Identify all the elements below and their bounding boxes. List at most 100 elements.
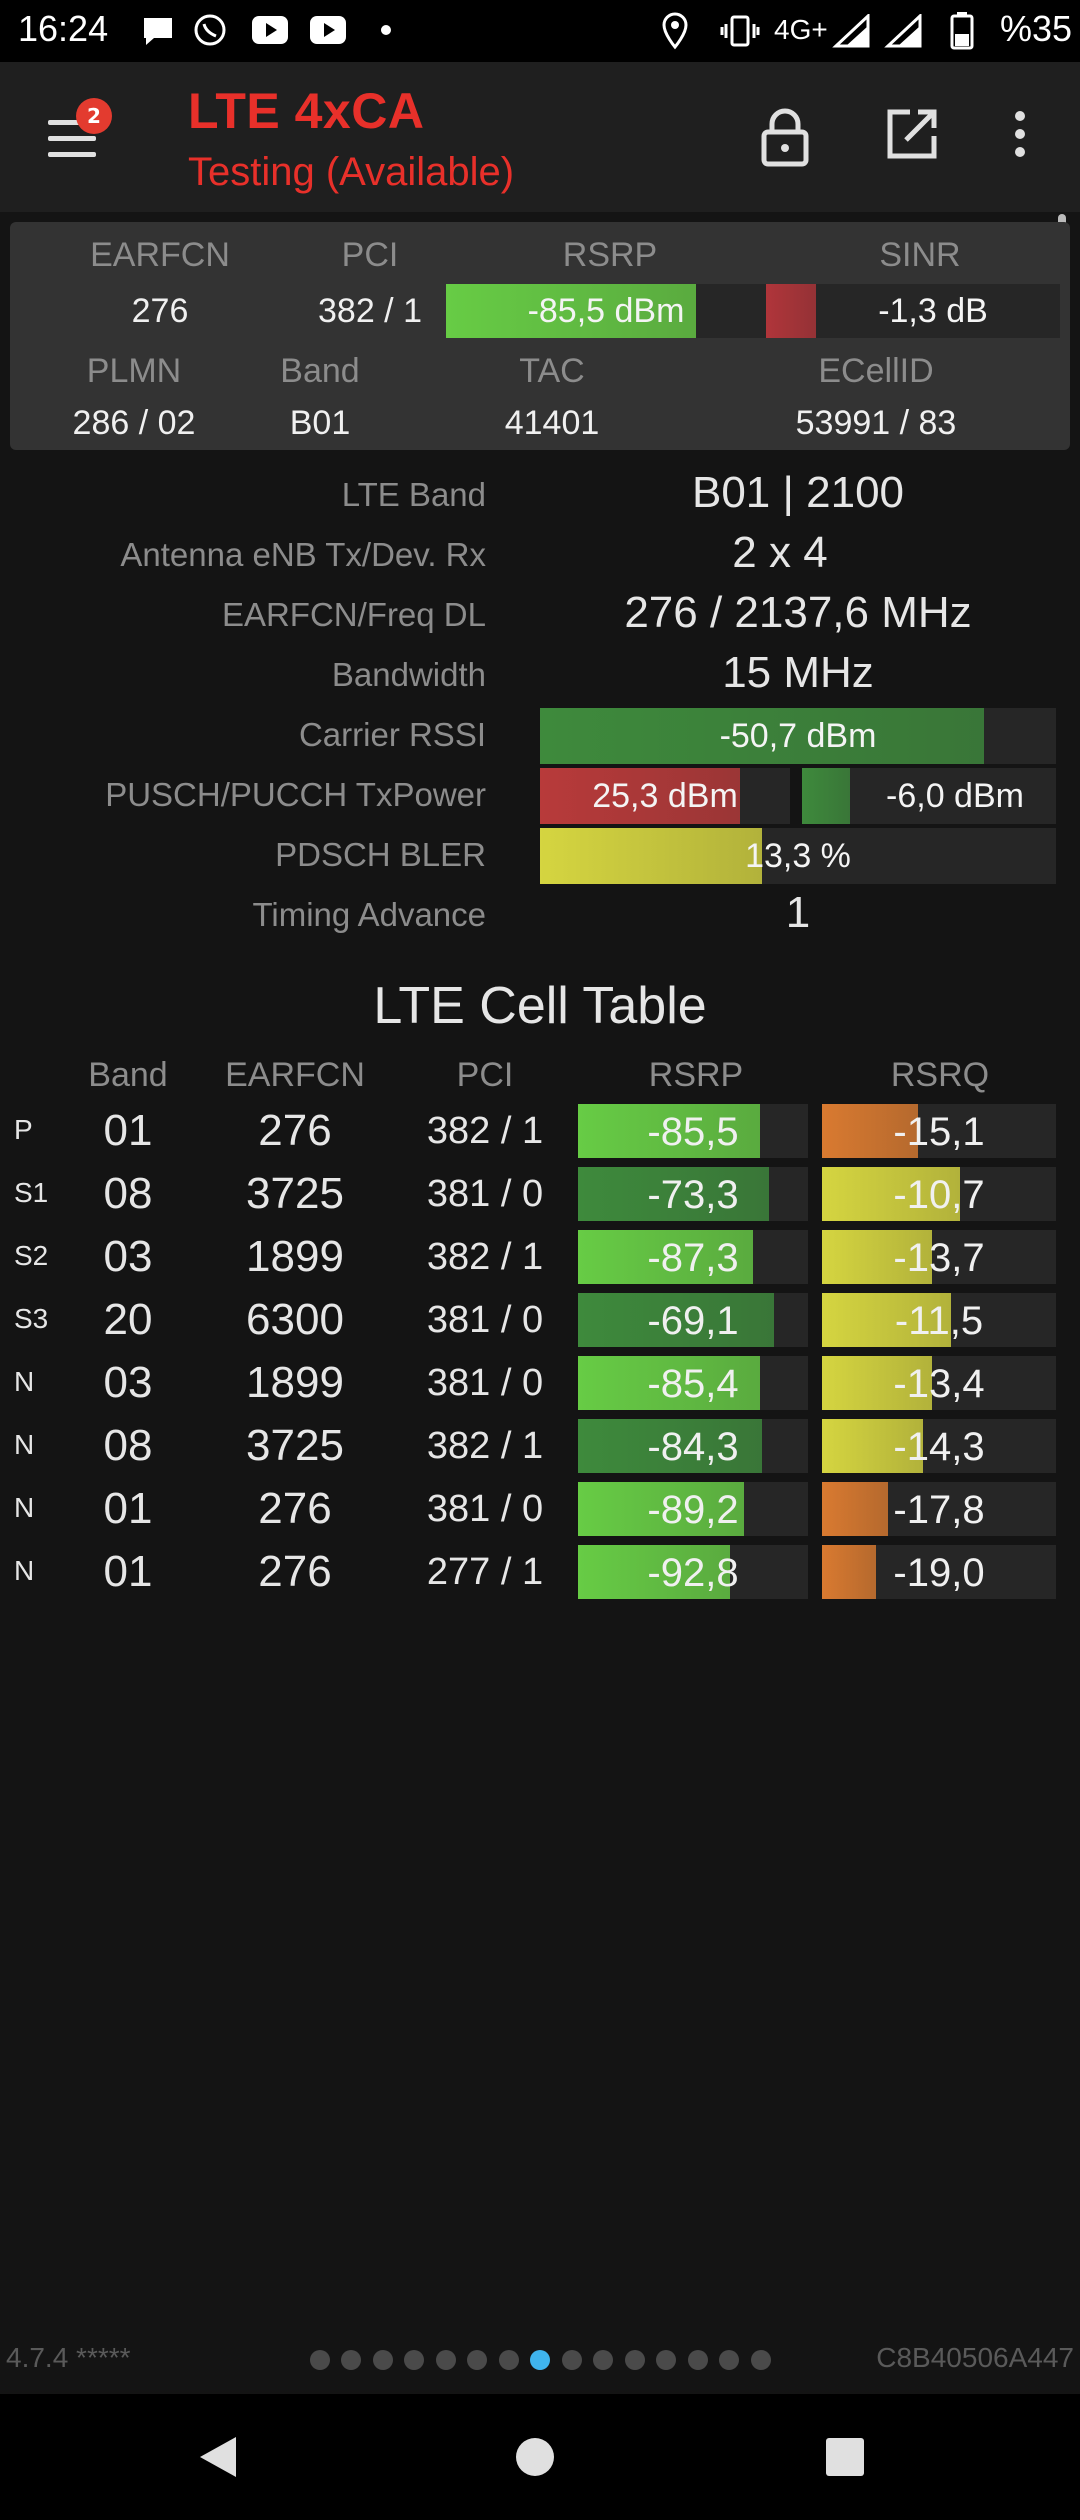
cell-band: 01	[103, 1106, 153, 1155]
cell-rsrq-fill	[822, 1482, 888, 1536]
cell-type-tag: S3	[14, 1303, 49, 1334]
recents-icon[interactable]	[824, 2436, 866, 2478]
navigation-bar	[0, 2394, 1080, 2520]
cell-rsrp-bar: -92,8	[578, 1545, 808, 1599]
earfcn-value: 276	[131, 292, 189, 330]
cell-rsrp-bar: -85,4	[578, 1356, 808, 1410]
page-dot[interactable]	[372, 2350, 393, 2370]
version-text: 4.7.4 *****	[6, 2342, 131, 2373]
more-vert-icon[interactable]	[1008, 106, 1032, 162]
pucch-bar-text: -6,0 dBm	[886, 777, 1024, 815]
status-time: 16:24	[18, 8, 109, 49]
header-pci: PCI	[341, 236, 399, 274]
cell-band: 03	[103, 1358, 153, 1407]
youtube-icon	[310, 16, 346, 44]
page-dot[interactable]	[656, 2350, 676, 2370]
cell-earfcn: 276	[258, 1547, 332, 1596]
page-dot[interactable]	[624, 2350, 645, 2370]
home-icon[interactable]	[514, 2436, 556, 2478]
bler-label: PDSCH BLER	[275, 836, 486, 873]
cell-rsrp-fill	[578, 1104, 760, 1158]
cell-rsrp-fill	[578, 1419, 762, 1473]
cell-earfcn: 1899	[246, 1232, 344, 1281]
cell-band: 03	[103, 1232, 153, 1281]
pusch-bar-text: 25,3 dBm	[592, 777, 738, 815]
page-dot[interactable]	[593, 2350, 613, 2370]
bandwidth-label: Bandwidth	[331, 656, 486, 693]
header-sinr: SINR	[879, 236, 961, 274]
page-dot[interactable]	[404, 2350, 424, 2370]
sinr-bar: -1,3 dB	[766, 284, 1060, 338]
cell-pci: 381 / 0	[426, 1173, 544, 1215]
page-dot[interactable]	[467, 2350, 487, 2370]
page-dot[interactable]	[687, 2350, 708, 2370]
cell-pci: 381 / 0	[426, 1299, 544, 1341]
location-icon	[662, 12, 688, 50]
cell-rsrq-fill	[822, 1545, 876, 1599]
rssi-label: Carrier RSSI	[298, 716, 486, 753]
page-dot[interactable]	[309, 2350, 330, 2370]
timing-advance-label: Timing Advance	[252, 896, 486, 933]
notification-badge: 2	[76, 98, 112, 134]
col-header-rsrq: RSRQ	[890, 1056, 990, 1094]
cell-rsrp-value: -69,1	[647, 1299, 739, 1343]
sinr-bar-text: -1,3 dB	[878, 292, 988, 330]
page-dot[interactable]	[561, 2350, 582, 2370]
app-bar: 2 LTE 4xCA Testing (Available)	[0, 62, 1080, 212]
cell-rsrp-value: -85,4	[647, 1362, 739, 1406]
cell-rsrq-bar: -17,8	[822, 1482, 1056, 1536]
sinr-bar-fill	[766, 284, 816, 338]
cell-band: 08	[103, 1421, 153, 1470]
page-dot[interactable]	[341, 2350, 361, 2370]
pci-value: 382 / 1	[318, 292, 422, 330]
cell-rsrq-bar: -13,4	[822, 1356, 1056, 1410]
cell-rsrp-fill	[578, 1293, 774, 1347]
open-external-icon[interactable]	[884, 106, 940, 162]
lte-band-label: LTE Band	[341, 476, 486, 513]
cell-band: 20	[103, 1295, 153, 1344]
table-row: N 01 276 277 / 1 -92,8 -19,0	[0, 1541, 1080, 1601]
lock-icon[interactable]	[758, 104, 812, 168]
page-dot[interactable]	[719, 2350, 739, 2370]
page-dot[interactable]	[530, 2350, 550, 2370]
table-row: S2 03 1899 382 / 1 -87,3 -13,7	[0, 1226, 1080, 1286]
rssi-bar-fill	[540, 708, 984, 764]
signal-icon	[832, 14, 870, 48]
cell-rsrq-bar: -14,3	[822, 1419, 1056, 1473]
cell-rsrp-fill	[578, 1356, 760, 1410]
cell-type-tag: P	[14, 1114, 33, 1145]
cell-rsrp-value: -85,5	[647, 1110, 739, 1154]
cell-rsrq-value: -19,0	[893, 1551, 985, 1595]
cell-earfcn: 276	[258, 1106, 332, 1155]
rssi-bar-text: -50,7 dBm	[719, 717, 877, 755]
page-dot[interactable]	[435, 2350, 456, 2370]
cell-pci: 382 / 1	[426, 1236, 544, 1278]
cell-rsrp-value: -87,3	[647, 1236, 739, 1280]
cell-rsrq-fill	[822, 1356, 932, 1410]
cell-pci: 381 / 0	[426, 1488, 544, 1530]
txpower-label: PUSCH/PUCCH TxPower	[105, 776, 486, 813]
menu-button[interactable]	[42, 114, 102, 164]
cell-type-tag: N	[14, 1492, 35, 1523]
cell-earfcn: 1899	[246, 1358, 344, 1407]
table-row: N 08 3725 382 / 1 -84,3 -14,3	[0, 1415, 1080, 1475]
band-value: B01	[289, 404, 351, 442]
cell-type-tag: N	[14, 1555, 35, 1586]
bler-bar-fill	[540, 828, 762, 884]
cell-rsrq-value: -11,5	[894, 1299, 984, 1343]
page-dot[interactable]	[750, 2350, 771, 2370]
cell-rsrp-bar: -84,3	[578, 1419, 808, 1473]
cell-rsrq-value: -15,1	[893, 1110, 985, 1154]
cell-type-tag: N	[14, 1366, 35, 1397]
cell-rsrp-fill	[578, 1482, 744, 1536]
cell-rsrq-value: -10,7	[893, 1173, 985, 1217]
rsrp-bar-fill	[446, 284, 696, 338]
page-dot[interactable]	[498, 2350, 519, 2370]
vibrate-icon	[720, 15, 760, 47]
header-plmn: PLMN	[86, 352, 182, 390]
whatsapp-icon	[194, 14, 226, 46]
cell-table-title: LTE Cell Table	[373, 977, 707, 1035]
earfcn-freq-value: 276 / 2137,6 MHz	[624, 588, 972, 637]
back-icon[interactable]	[196, 2434, 240, 2480]
cell-pci: 382 / 1	[426, 1110, 544, 1152]
